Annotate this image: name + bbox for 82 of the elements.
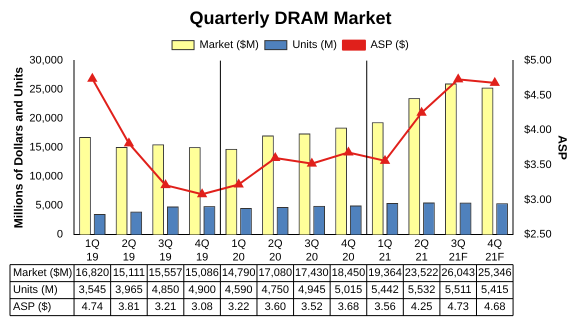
y-tick-label: 20,000 [29,112,64,125]
data-label: 3.22 [228,301,250,314]
y-tick-label: 0 [56,228,64,241]
x-tick-label: 1Q 19 [84,238,100,264]
point [454,74,463,82]
data-label: 4.25 [410,301,432,314]
data-label: 5,015 [334,284,362,296]
y2-tick-label: $4.00 [524,124,552,136]
y-tick-label: 10,000 [29,170,64,183]
y-tick-label: 25,000 [29,84,64,96]
y-tick-label: 30,000 [29,54,64,67]
x-tick-label: 2Q 19 [122,238,137,264]
data-label: 3.21 [154,301,176,314]
legend-label: ASP ($) [370,39,409,52]
point [234,179,244,188]
data-label: 4,945 [298,284,326,296]
data-label: 3,545 [78,284,106,296]
data-label: 3.52 [301,301,323,314]
data-label: 4,590 [224,284,252,296]
text: Market ($M) [13,267,72,280]
point [307,158,316,167]
point [417,108,426,116]
data-label: 4,850 [152,284,180,296]
data-label: 3,965 [115,284,143,296]
data-label: 4.73 [447,301,469,314]
point [198,189,207,198]
text: ASP ($) [13,301,52,314]
y2-tick-label: $2.50 [524,228,552,241]
legend-label: Units (M) [292,39,337,52]
y2-tick-label: $4.50 [524,89,552,102]
x-tick-label: 3Q 19 [158,238,174,264]
point [124,138,134,146]
text: Units (M) [13,284,58,296]
data-label: 3.68 [338,301,360,314]
x-tick-label: 3Q 21F [448,238,468,264]
point [161,180,170,188]
data-label: 26,043 [441,267,476,280]
point [490,78,500,86]
data-label: 17,430 [295,267,329,280]
data-label: 15,557 [148,267,182,280]
data-label: 5,415 [481,284,509,296]
y2-tick-label: $3.50 [524,159,552,172]
data-label: 3.81 [118,301,140,314]
x-tick-label: 4Q 20 [341,238,356,264]
y-tick-label: 5,000 [36,200,64,212]
x-tick-label: 1Q 21 [378,238,393,264]
data-label: 16,820 [76,267,110,280]
chart-title: Quarterly DRAM Market [189,8,392,28]
data-label: 3.08 [191,301,213,314]
data-label: 5,532 [408,284,436,296]
data-label: 15,086 [185,267,219,280]
x-tick-label: 4Q 21F [485,238,505,264]
data-label: 4.68 [484,301,506,314]
data-label: 15,111 [112,267,145,280]
x-tick-label: 2Q 20 [268,238,284,264]
data-label: 3.56 [374,301,396,314]
y2-tick-label: $5.00 [524,54,552,67]
x-tick-label: 3Q 20 [304,238,320,264]
data-label: 3.60 [264,301,286,314]
data-label: 25,346 [478,267,512,280]
x-tick-label: 4Q 19 [194,238,210,264]
x-tick-label: 2Q 21 [414,238,430,264]
y-axis-title: Millions of Dollars and Units [12,66,26,228]
data-label: 17,080 [258,267,292,280]
data-label: 23,522 [404,267,438,280]
point [88,74,97,82]
point [344,147,353,156]
data-label: 14,790 [222,267,256,280]
data-label: 4,750 [262,284,290,296]
data-label: 18,450 [332,267,366,280]
x-tick-label: 1Q 20 [231,238,246,264]
y2-tick-label: $3.00 [524,194,552,206]
data-label: 19,364 [368,267,402,280]
data-label: 4,900 [188,284,216,296]
data-label: 4.74 [82,301,104,314]
data-label: 5,442 [371,284,399,296]
y2-axis-title: ASP [555,135,570,160]
point [380,156,390,164]
legend-label: Market ($M) [200,39,259,52]
y-tick-label: 15,000 [29,142,64,154]
data-label: 5,511 [444,284,472,296]
point [270,153,280,162]
